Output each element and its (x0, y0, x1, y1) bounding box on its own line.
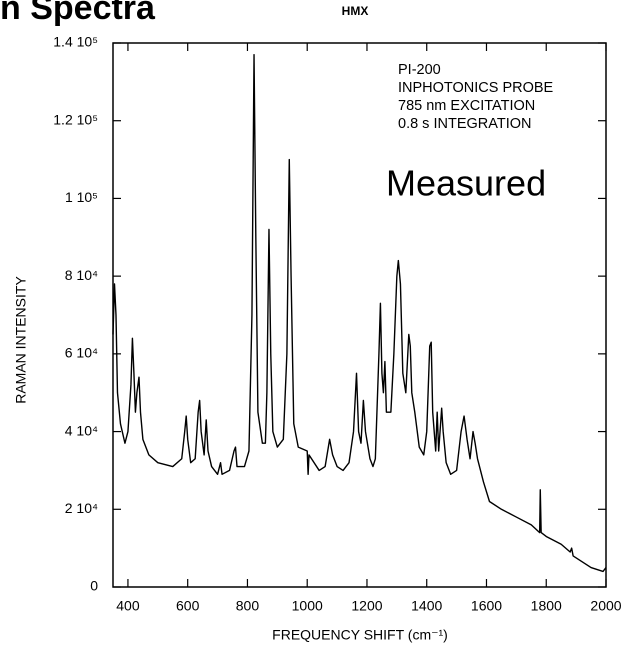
x-tick-label: 1000 (292, 598, 323, 614)
x-tick-label: 800 (236, 598, 260, 614)
x-tick-label: 400 (116, 598, 140, 614)
x-tick-label: 1600 (471, 598, 502, 614)
annotation: 785 nm EXCITATION (398, 98, 535, 114)
y-tick-label: 1 10⁵ (65, 189, 98, 205)
x-tick-label: 1200 (351, 598, 382, 614)
chart-title: HMX (342, 4, 369, 18)
x-axis-label: FREQUENCY SHIFT (cm⁻¹) (272, 627, 448, 643)
y-tick-label: 2 10⁴ (65, 500, 98, 516)
x-tick-label: 1800 (531, 598, 562, 614)
y-tick-label: 1.2 10⁵ (53, 111, 98, 127)
spectrum-line (112, 53, 607, 573)
page-header: n Spectra (0, 0, 156, 27)
y-tick-label: 6 10⁴ (65, 345, 98, 361)
x-tick-label: 600 (176, 598, 200, 614)
x-tick-label: 1400 (411, 598, 442, 614)
x-tick-label: 2000 (590, 598, 621, 614)
y-tick-label: 4 10⁴ (65, 422, 98, 438)
annotation: PI-200 (398, 62, 441, 78)
series-label: Measured (386, 163, 546, 204)
plot-frame (112, 42, 607, 588)
annotation: INPHOTONICS PROBE (398, 80, 554, 96)
annotation: 0.8 s INTEGRATION (398, 116, 531, 132)
y-tick-label: 1.4 10⁵ (53, 34, 98, 50)
y-axis-label: RAMAN INTENSITY (13, 276, 29, 404)
y-tick-label: 8 10⁴ (65, 267, 98, 283)
y-tick-label: 0 (90, 578, 98, 594)
